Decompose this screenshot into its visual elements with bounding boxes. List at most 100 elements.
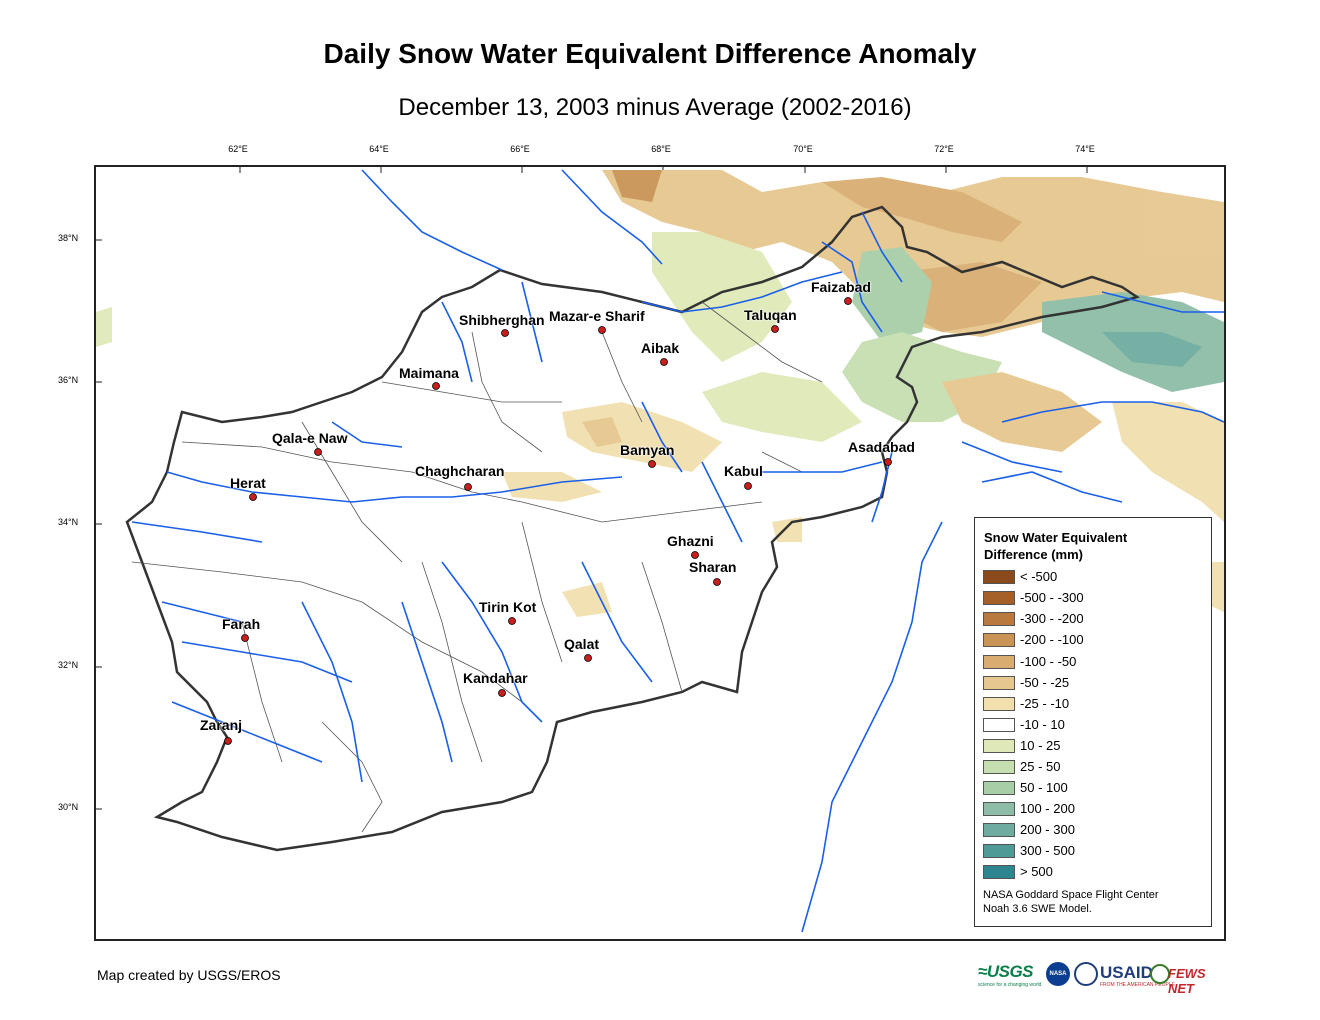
legend-swatch xyxy=(983,865,1015,879)
legend-label: -300 - -200 xyxy=(1020,611,1084,626)
lat-tick-30: 30°N xyxy=(58,802,79,812)
fews-net-seal-icon xyxy=(1150,964,1170,984)
city-label-kabul: Kabul xyxy=(724,463,763,479)
city-label-sharan: Sharan xyxy=(689,559,737,575)
legend-credit-line1: NASA Goddard Space Flight Center xyxy=(983,889,1159,901)
usgs-tagline: science for a changing world xyxy=(978,982,1042,988)
legend-swatch xyxy=(983,802,1015,816)
usgs-logo[interactable]: ≈USGS xyxy=(978,962,1034,981)
lon-tick-70: 70°E xyxy=(793,144,813,154)
afghanistan-border xyxy=(125,205,1140,852)
city-label-qala-e-naw: Qala-e Naw xyxy=(272,430,348,446)
city-label-tirin-kot: Tirin Kot xyxy=(479,599,537,615)
legend-label: 200 - 300 xyxy=(1020,822,1075,837)
swe-anomaly-shading xyxy=(96,170,1224,617)
city-marker-faizabad xyxy=(844,297,852,305)
legend-label: 300 - 500 xyxy=(1020,843,1075,858)
map-canvas xyxy=(96,167,1224,933)
city-marker-maimana xyxy=(432,382,440,390)
city-label-aibak: Aibak xyxy=(641,340,680,356)
legend-label: > 500 xyxy=(1020,864,1053,879)
city-marker-farah xyxy=(241,634,249,642)
legend-label: -500 - -300 xyxy=(1020,590,1084,605)
city-marker-chaghcharan xyxy=(464,483,472,491)
city-marker-herat xyxy=(249,493,257,501)
city-marker-tirin-kot xyxy=(508,617,516,625)
legend-label: -50 - -25 xyxy=(1020,675,1070,690)
city-label-faizabad: Faizabad xyxy=(811,279,871,295)
legend-swatch xyxy=(983,676,1015,690)
city-marker-aibak xyxy=(660,358,668,366)
city-label-mazar-e-sharif: Mazar-e Sharif xyxy=(549,308,645,324)
city-label-taluqan: Taluqan xyxy=(744,307,797,323)
usaid-tagline: FROM THE AMERICAN PEOPLE xyxy=(1100,982,1175,988)
lon-tick-66: 66°E xyxy=(510,144,530,154)
city-label-chaghcharan: Chaghcharan xyxy=(415,463,505,479)
legend-swatch xyxy=(983,570,1015,584)
city-label-ghazni: Ghazni xyxy=(667,533,714,549)
legend-swatch xyxy=(983,655,1015,669)
city-label-shibherghan: Shibherghan xyxy=(459,312,545,328)
legend-swatch xyxy=(983,591,1015,605)
lat-tick-34: 34°N xyxy=(58,517,79,527)
legend-credit: NASA Goddard Space Flight Center Noah 3.… xyxy=(983,888,1158,916)
legend-label: -200 - -100 xyxy=(1020,632,1084,647)
legend-label: 50 - 100 xyxy=(1020,780,1068,795)
lat-tick-32: 32°N xyxy=(58,660,79,670)
city-marker-shibherghan xyxy=(501,329,509,337)
usaid-logo[interactable]: USAID xyxy=(1100,963,1153,982)
legend-label: 25 - 50 xyxy=(1020,759,1061,774)
lon-tick-68: 68°E xyxy=(651,144,671,154)
city-label-zaranj: Zaranj xyxy=(200,717,243,733)
legend-swatch xyxy=(983,697,1015,711)
partner-logos: ≈USGS science for a changing world NASA … xyxy=(978,962,1228,996)
legend-label: 100 - 200 xyxy=(1020,801,1075,816)
city-marker-ghazni xyxy=(691,551,699,559)
fews-net-logo[interactable]: FEWS NET xyxy=(1168,966,1206,996)
city-label-kandahar: Kandahar xyxy=(463,670,528,686)
city-marker-bamyan xyxy=(648,460,656,468)
legend-label: -100 - -50 xyxy=(1020,654,1077,669)
city-marker-qala-e-naw xyxy=(314,448,322,456)
legend-swatch xyxy=(983,823,1015,837)
city-marker-kandahar xyxy=(498,689,506,697)
map-credit: Map created by USGS/EROS xyxy=(97,967,281,983)
legend-swatch xyxy=(983,760,1015,774)
legend-swatch xyxy=(983,633,1015,647)
lon-tick-64: 64°E xyxy=(369,144,389,154)
lon-tick-74: 74°E xyxy=(1075,144,1095,154)
city-marker-mazar-e-sharif xyxy=(598,326,606,334)
city-marker-sharan xyxy=(713,578,721,586)
province-boundaries xyxy=(131,301,842,833)
legend-label: -10 - 10 xyxy=(1020,717,1065,732)
legend-swatch xyxy=(983,612,1015,626)
city-marker-asadabad xyxy=(884,458,892,466)
city-label-herat: Herat xyxy=(230,475,266,491)
lon-tick-62: 62°E xyxy=(228,144,248,154)
legend-label: < -500 xyxy=(1020,569,1058,584)
city-marker-taluqan xyxy=(771,325,779,333)
city-label-qalat: Qalat xyxy=(564,636,600,652)
city-label-farah: Farah xyxy=(222,616,261,632)
lat-tick-38: 38°N xyxy=(58,233,79,243)
legend-label: -25 - -10 xyxy=(1020,696,1070,711)
usaid-seal-icon xyxy=(1074,962,1098,986)
legend-label: 10 - 25 xyxy=(1020,738,1061,753)
map-subtitle: December 13, 2003 minus Average (2002-20… xyxy=(398,94,912,121)
legend-swatch xyxy=(983,781,1015,795)
lat-tick-36: 36°N xyxy=(58,375,79,385)
city-label-maimana: Maimana xyxy=(399,365,459,381)
city-label-asadabad: Asadabad xyxy=(848,439,915,455)
legend-credit-line2: Noah 3.6 SWE Model. xyxy=(983,903,1092,915)
legend: Snow Water Equivalent Difference (mm) < … xyxy=(974,517,1212,927)
map-title: Daily Snow Water Equivalent Difference A… xyxy=(323,38,977,69)
graticule-ticks xyxy=(96,167,1088,810)
city-label-bamyan: Bamyan xyxy=(620,442,675,458)
nasa-logo[interactable]: NASA xyxy=(1046,962,1070,986)
lon-tick-72: 72°E xyxy=(934,144,954,154)
city-markers xyxy=(224,297,892,745)
legend-swatch xyxy=(983,739,1015,753)
legend-swatch xyxy=(983,718,1015,732)
legend-title: Snow Water Equivalent Difference (mm) xyxy=(984,530,1128,562)
legend-swatch xyxy=(983,844,1015,858)
